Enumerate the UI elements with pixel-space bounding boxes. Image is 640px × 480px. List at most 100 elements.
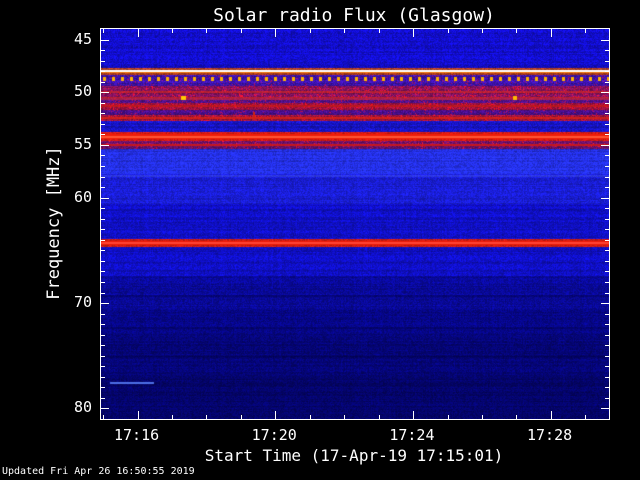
axis-tick (605, 293, 609, 294)
axis-tick (344, 415, 345, 419)
axis-tick (103, 29, 104, 33)
axis-tick (101, 40, 109, 41)
axis-tick (601, 408, 609, 409)
axis-tick (101, 345, 105, 346)
x-tick-label: 17:20 (236, 426, 312, 444)
axis-tick (605, 324, 609, 325)
axis-tick (101, 198, 109, 199)
axis-tick (605, 261, 609, 262)
axis-tick (551, 29, 552, 37)
axis-tick (605, 250, 609, 251)
axis-tick (101, 377, 105, 378)
axis-tick (379, 29, 380, 33)
axis-tick (601, 40, 609, 41)
axis-tick (605, 124, 609, 125)
axis-tick (101, 240, 105, 241)
axis-tick (605, 356, 609, 357)
axis-tick (605, 166, 609, 167)
axis-tick (601, 145, 609, 146)
axis-tick (101, 82, 105, 83)
y-tick-label: 55 (0, 135, 92, 153)
axis-tick (241, 415, 242, 419)
axis-tick (101, 208, 105, 209)
axis-tick (101, 219, 105, 220)
y-tick-label: 50 (0, 82, 92, 100)
axis-tick (101, 303, 109, 304)
y-tick-label: 80 (0, 398, 92, 416)
axis-tick (101, 113, 105, 114)
axis-tick (605, 208, 609, 209)
axis-tick (605, 271, 609, 272)
solar-radio-spectrogram: Solar radio Flux (Glasgow) Frequency [MH… (0, 0, 640, 480)
axis-tick (172, 415, 173, 419)
axis-tick (413, 411, 414, 419)
axis-tick (605, 113, 609, 114)
axis-tick (605, 314, 609, 315)
axis-tick (605, 82, 609, 83)
axis-tick (585, 29, 586, 33)
axis-tick (101, 229, 105, 230)
axis-tick (101, 408, 109, 409)
chart-title: Solar radio Flux (Glasgow) (100, 5, 608, 26)
axis-tick (101, 187, 105, 188)
axis-tick (310, 29, 311, 33)
axis-tick (101, 324, 105, 325)
axis-tick (605, 219, 609, 220)
axis-tick (516, 29, 517, 33)
axis-tick (605, 187, 609, 188)
axis-tick (101, 134, 105, 135)
axis-tick (172, 29, 173, 33)
axis-tick (101, 177, 105, 178)
axis-tick (605, 366, 609, 367)
axis-tick (101, 50, 105, 51)
axis-tick (516, 415, 517, 419)
axis-tick (482, 29, 483, 33)
axis-tick (605, 71, 609, 72)
axis-tick (605, 335, 609, 336)
axis-tick (605, 155, 609, 156)
axis-tick (101, 61, 105, 62)
spectrogram-canvas (101, 29, 609, 419)
axis-tick (601, 198, 609, 199)
axis-tick (101, 71, 105, 72)
axis-tick (101, 271, 105, 272)
axis-tick (241, 29, 242, 33)
axis-tick (275, 411, 276, 419)
axis-tick (101, 145, 109, 146)
axis-tick (413, 29, 414, 37)
axis-tick (101, 250, 105, 251)
axis-tick (379, 415, 380, 419)
axis-tick (206, 415, 207, 419)
axis-tick (101, 103, 105, 104)
plot-area (100, 28, 610, 420)
axis-tick (448, 415, 449, 419)
axis-tick (605, 398, 609, 399)
axis-tick (101, 124, 105, 125)
axis-tick (605, 345, 609, 346)
axis-tick (344, 29, 345, 33)
y-axis-label: Frequency [MHz] (44, 146, 64, 300)
axis-tick (206, 29, 207, 33)
axis-tick (101, 261, 105, 262)
axis-tick (482, 415, 483, 419)
y-tick-label: 70 (0, 293, 92, 311)
axis-tick (138, 411, 139, 419)
x-axis-label: Start Time (17-Apr-19 17:15:01) (100, 446, 608, 465)
y-tick-label: 45 (0, 30, 92, 48)
axis-tick (448, 29, 449, 33)
axis-tick (310, 415, 311, 419)
axis-tick (605, 282, 609, 283)
axis-tick (101, 387, 105, 388)
axis-tick (275, 29, 276, 37)
axis-tick (585, 415, 586, 419)
axis-tick (101, 282, 105, 283)
axis-tick (101, 335, 105, 336)
axis-tick (101, 366, 105, 367)
axis-tick (101, 166, 105, 167)
updated-timestamp: Updated Fri Apr 26 16:50:55 2019 (2, 466, 195, 477)
axis-tick (101, 398, 105, 399)
y-tick-label: 60 (0, 188, 92, 206)
axis-tick (101, 293, 105, 294)
axis-tick (601, 92, 609, 93)
axis-tick (605, 103, 609, 104)
